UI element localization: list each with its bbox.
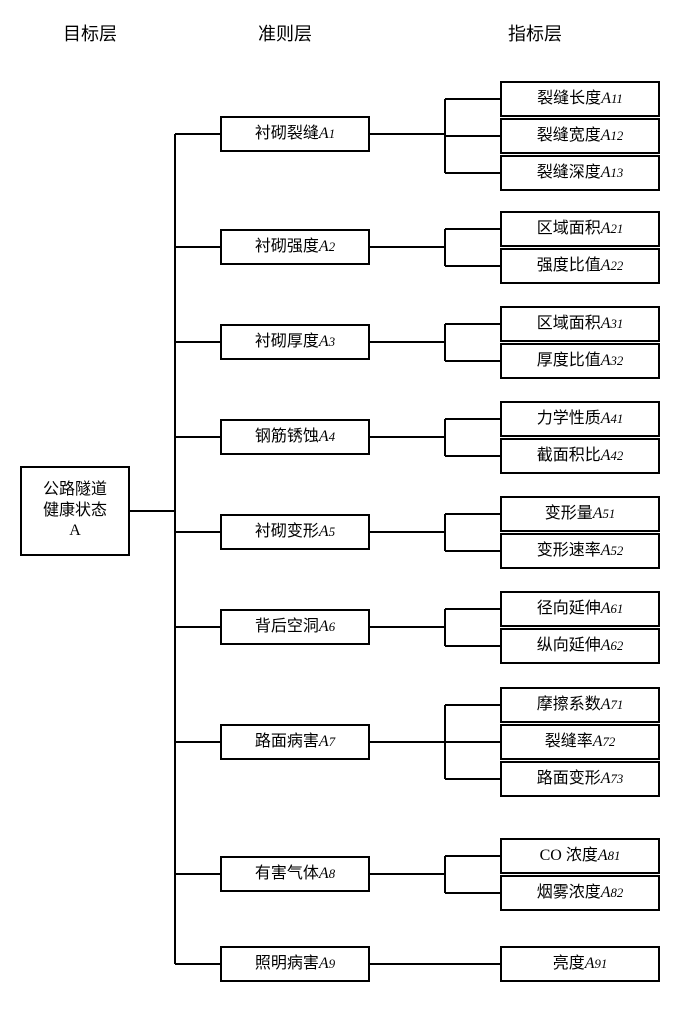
header-criteria: 准则层 [160,20,410,46]
criteria-box-5: 衬砌变形 A5 [220,514,370,550]
indicator-box-12: 裂缝宽度 A12 [500,118,660,154]
indicator-box-13: 裂缝深度 A13 [500,155,660,191]
indicator-box-41: 力学性质 A41 [500,401,660,437]
criteria-box-1: 衬砌裂缝 A1 [220,116,370,152]
indicator-box-32: 厚度比值 A32 [500,343,660,379]
indicator-box-81: CO 浓度 A81 [500,838,660,874]
indicator-box-72: 裂缝率 A72 [500,724,660,760]
indicator-box-61: 径向延伸 A61 [500,591,660,627]
indicator-box-42: 截面积比 A42 [500,438,660,474]
indicator-box-82: 烟雾浓度 A82 [500,875,660,911]
criteria-box-9: 照明病害 A9 [220,946,370,982]
criteria-box-6: 背后空洞 A6 [220,609,370,645]
indicator-box-22: 强度比值 A22 [500,248,660,284]
indicator-box-62: 纵向延伸 A62 [500,628,660,664]
indicator-box-91: 亮度 A91 [500,946,660,982]
indicator-box-11: 裂缝长度 A11 [500,81,660,117]
criteria-box-3: 衬砌厚度 A3 [220,324,370,360]
indicator-box-73: 路面变形 A73 [500,761,660,797]
indicator-box-71: 摩擦系数 A71 [500,687,660,723]
indicator-box-51: 变形量 A51 [500,496,660,532]
indicator-box-52: 变形速率 A52 [500,533,660,569]
hierarchy-diagram: 公路隧道健康状态A 衬砌裂缝 A1 衬砌强度 A2 衬砌厚度 A3 钢筋锈蚀 A4 衬砌变… [20,66,663,996]
indicator-box-31: 区域面积 A31 [500,306,660,342]
criteria-box-7: 路面病害 A7 [220,724,370,760]
goal-box: 公路隧道健康状态A [20,466,130,556]
header-goal: 目标层 [20,20,160,46]
header-indicator: 指标层 [410,20,660,46]
criteria-box-4: 钢筋锈蚀 A4 [220,419,370,455]
criteria-box-8: 有害气体 A8 [220,856,370,892]
criteria-box-2: 衬砌强度 A2 [220,229,370,265]
indicator-box-21: 区域面积 A21 [500,211,660,247]
